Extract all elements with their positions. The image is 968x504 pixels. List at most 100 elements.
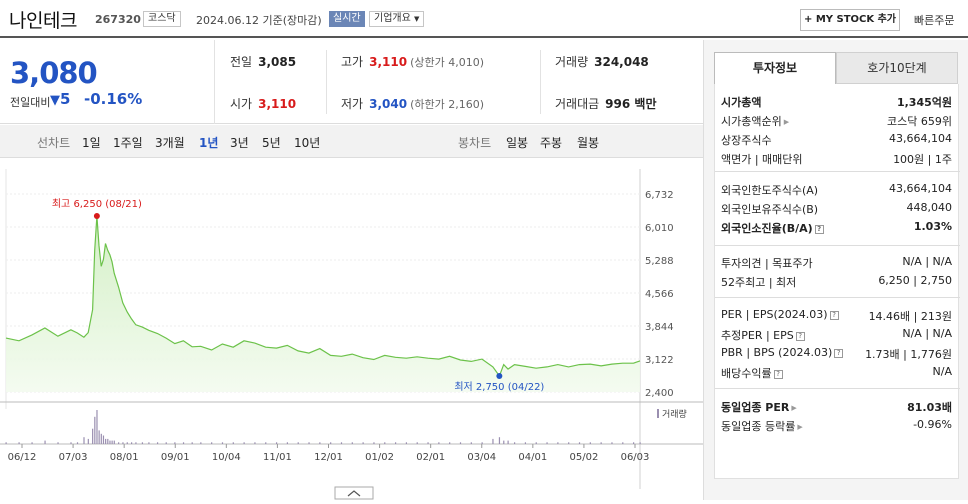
volume-bar: [57, 442, 59, 444]
volume-bar: [578, 442, 581, 444]
divider: [326, 50, 327, 114]
price-change: ▼5: [50, 90, 70, 108]
x-tick-label: 04/01: [518, 452, 547, 463]
volume-bar: [362, 442, 364, 444]
company-overview-label: 기업개요: [374, 13, 411, 24]
y-tick-label: 6,732: [645, 190, 674, 201]
divider: [214, 40, 215, 124]
volume-bar: [275, 442, 278, 444]
collapse-button[interactable]: [334, 486, 374, 500]
period-3m[interactable]: 3개월: [155, 136, 185, 150]
x-tick-label: 09/01: [161, 452, 190, 463]
quick-order-link[interactable]: 빠른주문: [914, 14, 955, 27]
volume-bar: [109, 440, 111, 444]
volume-bar: [394, 442, 397, 444]
info-row[interactable]: 추정PER | EPS? N/A | N/A: [721, 327, 952, 342]
change-label: 전일대비: [10, 96, 51, 109]
period-1y[interactable]: 1년: [199, 136, 219, 150]
volume-bar: [135, 442, 137, 444]
prev-close-cell: 전일 3,085: [230, 55, 297, 69]
volume-bar: [416, 442, 418, 444]
volume-bar: [507, 440, 509, 444]
realtime-badge[interactable]: 실시간: [329, 11, 365, 27]
volume-bar: [373, 442, 375, 444]
volume-bar: [44, 440, 46, 444]
volume-bar: [622, 442, 624, 444]
change-percent: -0.16%: [84, 90, 143, 108]
x-tick-label: 08/01: [110, 452, 139, 463]
info-row[interactable]: PBR | BPS (2024.03)? 1.73배 | 1,776원: [721, 346, 952, 361]
volume-bar: [470, 442, 472, 444]
help-icon[interactable]: ?: [834, 349, 844, 358]
info-row: 시가총액 1,345억원: [721, 96, 952, 109]
price-line: [5, 215, 641, 378]
info-row: 외국인보유주식수(B) 448,040: [721, 201, 952, 216]
high-label: 최고 6,250 (08/21): [52, 198, 142, 210]
volume-bar: [126, 442, 128, 444]
volume-bar: [174, 442, 176, 444]
info-row[interactable]: 배당수익률? N/A: [721, 365, 952, 380]
volume-bar: [118, 442, 120, 444]
volume-bar: [568, 442, 570, 444]
tab-investment-info[interactable]: 투자정보: [714, 52, 836, 84]
volume-bar: [148, 442, 150, 444]
company-overview-dropdown[interactable]: 기업개요 ▼: [369, 11, 425, 27]
volume-bar: [449, 442, 451, 444]
candle-weekly[interactable]: 주봉: [540, 136, 563, 150]
volume-bar: [297, 442, 299, 444]
chevron-right-icon: ▶: [783, 118, 790, 126]
info-row: 외국인한도주식수(A) 43,664,104: [721, 182, 952, 197]
period-10y[interactable]: 10년: [294, 136, 321, 150]
date-text: 2024.06.12 기준(장마감): [196, 14, 322, 27]
foreign-holding-group: 외국인한도주식수(A) 43,664,104 외국인보유주식수(B) 448,040…: [715, 172, 960, 246]
period-1d[interactable]: 1일: [82, 136, 101, 150]
volume-bar: [254, 442, 256, 444]
period-5y[interactable]: 5년: [262, 136, 281, 150]
high-cell: 고가 3,110 (상한가 4,010): [341, 55, 484, 69]
candle-chart-label: 봉차트: [458, 136, 492, 150]
help-icon[interactable]: ?: [814, 225, 824, 234]
price-chart-svg: 6,732 6,010 5,288 4,566 3,844 3,122 2,400 최고 6,…: [0, 169, 703, 500]
help-icon[interactable]: ?: [829, 311, 839, 320]
volume-bar: [308, 442, 310, 444]
volume-bar: [92, 428, 94, 444]
price-chart: 6,732 6,010 5,288 4,566 3,844 3,122 2,400 최고 6,…: [0, 159, 703, 500]
info-row[interactable]: 동일업종 PER ▶ 81.03배: [721, 401, 952, 414]
volume-bar: [182, 442, 185, 444]
info-row[interactable]: 시가총액순위 ▶ 코스닥 659위: [721, 115, 952, 128]
high-marker: [93, 213, 100, 220]
help-icon[interactable]: ?: [795, 332, 805, 341]
info-row[interactable]: PER | EPS(2024.03)? 14.46배 | 213원: [721, 308, 952, 323]
period-3y[interactable]: 3년: [230, 136, 249, 150]
info-row[interactable]: 외국인소진율(B/A)? 1.03%: [721, 220, 952, 235]
add-my-stock-button[interactable]: + MY STOCK 추가: [800, 9, 900, 31]
period-1w[interactable]: 1주일: [113, 136, 143, 150]
x-tick-label: 05/02: [570, 452, 599, 463]
candle-daily[interactable]: 일봉: [506, 136, 529, 150]
volume-bar: [156, 442, 159, 444]
tab-orderbook-10[interactable]: 호가10단계: [836, 52, 958, 84]
volume-bar: [141, 442, 144, 444]
trade-value-cell: 거래대금 996 백만: [555, 97, 657, 111]
volume-bar: [70, 442, 72, 444]
info-row: 상장주식수 43,664,104: [721, 132, 952, 147]
volume-bar: [557, 442, 559, 444]
candle-monthly[interactable]: 월봉: [577, 136, 600, 150]
low-label: 최저 2,750 (04/22): [454, 381, 544, 393]
y-tick-label: 4,566: [645, 289, 674, 300]
stock-header: 나인테크 267320 코스닥 2024.06.12 기준(장마감) 실시간 기…: [0, 0, 968, 38]
volume-bar: [633, 442, 635, 444]
volume-bar: [459, 442, 462, 444]
help-icon[interactable]: ?: [773, 370, 783, 379]
info-content: 시가총액 1,345억원 시가총액순위 ▶ 코스닥 659위 상장주식수 43,664,…: [714, 84, 960, 479]
volume-bar: [265, 442, 267, 444]
info-row[interactable]: 동일업종 등락률 ▶ -0.96%: [721, 418, 952, 433]
market-badge: 코스닥: [143, 11, 181, 27]
volume-bar: [102, 435, 105, 444]
volume-bar: [87, 438, 89, 444]
volume-bar: [384, 442, 386, 444]
volume-bar: [113, 440, 115, 444]
volume-bar: [546, 442, 548, 444]
volume-bar: [535, 442, 537, 444]
volume-bar: [31, 442, 33, 444]
